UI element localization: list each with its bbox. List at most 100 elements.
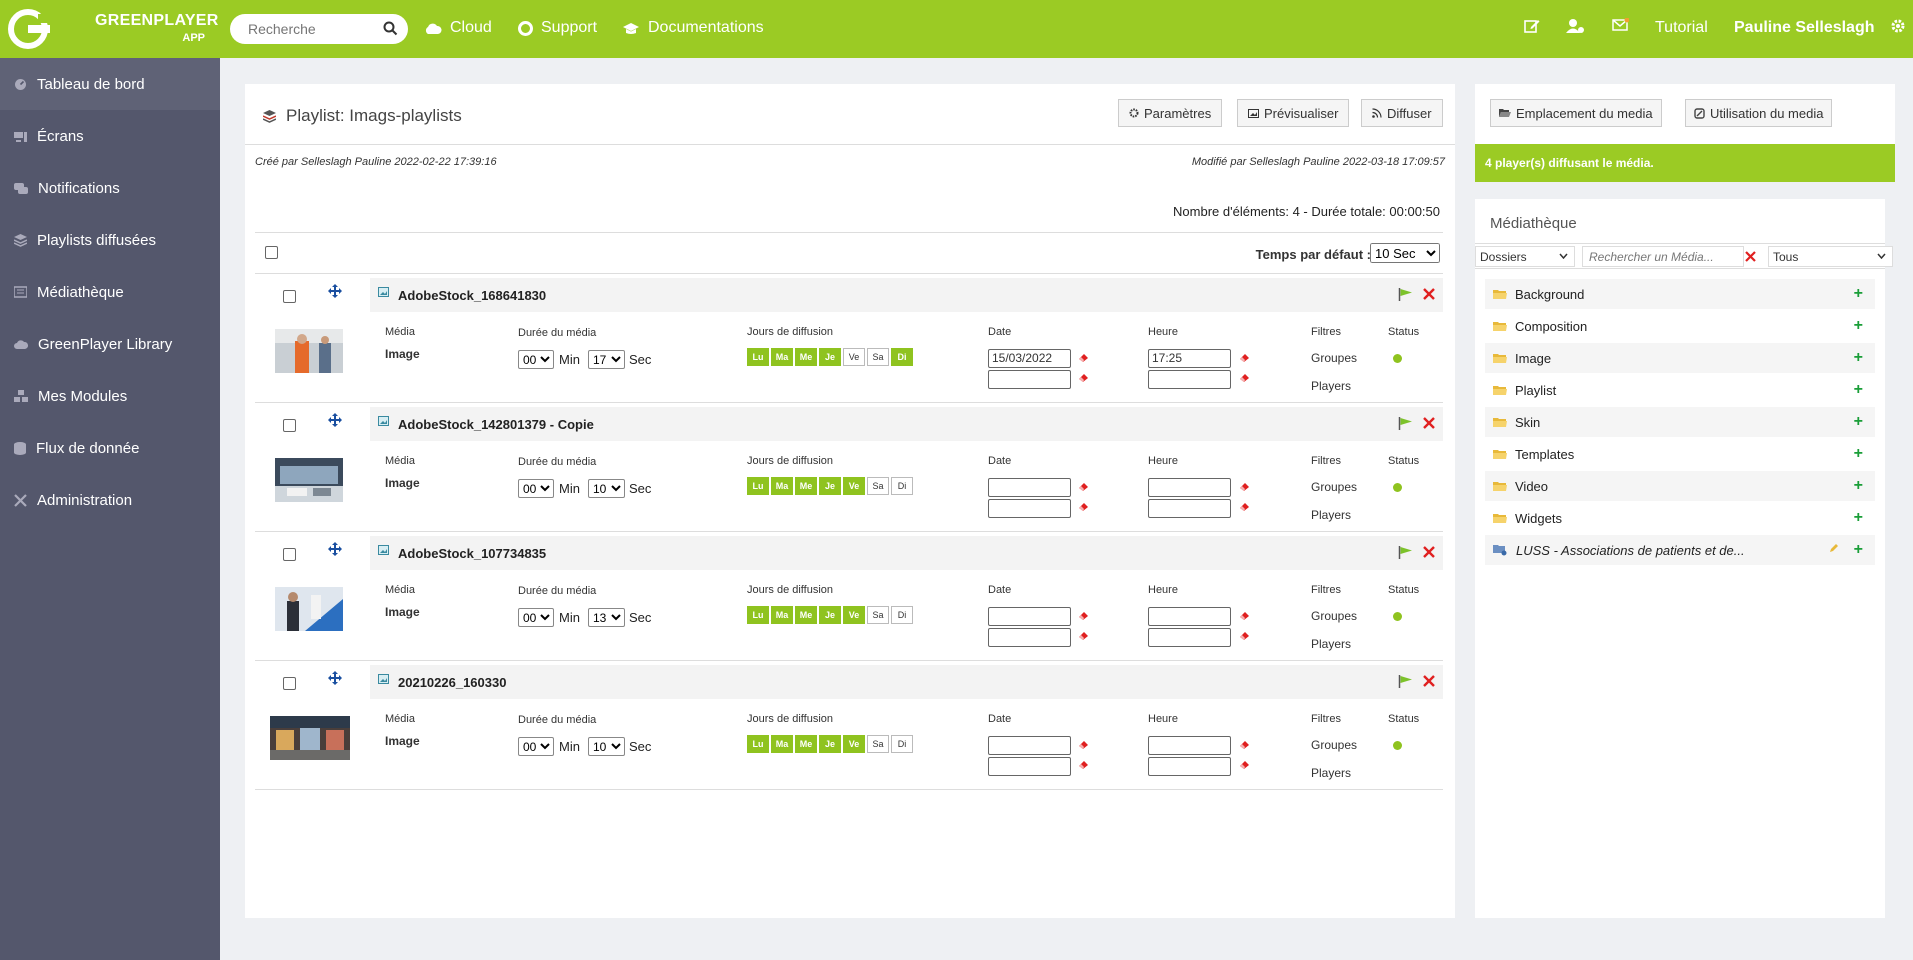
day-toggle-me[interactable]: Me (795, 735, 817, 753)
user-name[interactable]: Pauline Selleslagh (1734, 19, 1875, 36)
end-date-input[interactable] (988, 370, 1071, 389)
edit-icon[interactable] (1524, 18, 1540, 34)
default-time-select[interactable]: 10 Sec (1370, 243, 1440, 263)
item-checkbox[interactable] (283, 677, 296, 690)
seconds-select[interactable]: 10 (588, 737, 625, 756)
day-toggle-ma[interactable]: Ma (771, 735, 793, 753)
groups-filter-link[interactable]: Groupes (1311, 609, 1358, 623)
end-time-input[interactable] (1148, 499, 1231, 518)
add-icon[interactable]: + (1853, 381, 1863, 398)
day-toggle-je[interactable]: Je (819, 606, 841, 624)
day-toggle-di[interactable]: Di (891, 348, 913, 366)
add-icon[interactable]: + (1853, 477, 1863, 494)
add-icon[interactable]: + (1853, 349, 1863, 366)
add-icon[interactable]: + (1853, 445, 1863, 462)
day-toggle-lu[interactable]: Lu (747, 606, 769, 624)
delete-icon[interactable] (1423, 675, 1435, 687)
item-checkbox[interactable] (283, 290, 296, 303)
add-icon[interactable]: + (1853, 285, 1863, 302)
folder-item[interactable]: Skin + (1485, 407, 1875, 437)
minutes-select[interactable]: 00 (518, 737, 554, 756)
move-icon[interactable] (328, 284, 342, 298)
day-toggle-ma[interactable]: Ma (771, 606, 793, 624)
add-icon[interactable]: + (1853, 541, 1863, 558)
preview-button[interactable]: Prévisualiser (1237, 99, 1350, 127)
add-icon[interactable]: + (1853, 317, 1863, 334)
sidebar-item-modules[interactable]: Mes Modules (0, 370, 220, 422)
day-toggle-di[interactable]: Di (891, 606, 913, 624)
eraser-icon[interactable] (1240, 503, 1249, 511)
seconds-select[interactable]: 10 (588, 479, 625, 498)
eraser-icon[interactable] (1240, 761, 1249, 769)
day-toggle-ma[interactable]: Ma (771, 348, 793, 366)
end-date-input[interactable] (988, 757, 1071, 776)
day-toggle-lu[interactable]: Lu (747, 477, 769, 495)
players-filter-link[interactable]: Players (1311, 766, 1352, 780)
eraser-icon[interactable] (1240, 354, 1249, 362)
folder-item[interactable]: Image + (1485, 343, 1875, 373)
day-toggle-sa[interactable]: Sa (867, 348, 889, 366)
day-toggle-lu[interactable]: Lu (747, 735, 769, 753)
user-settings-icon[interactable] (1566, 18, 1585, 34)
type-filter-select[interactable]: Tous (1768, 246, 1893, 267)
start-date-input[interactable]: 15/03/2022 (988, 349, 1071, 368)
sidebar-item-playlists[interactable]: Playlists diffusées (0, 214, 220, 266)
day-toggle-me[interactable]: Me (795, 477, 817, 495)
day-toggle-me[interactable]: Me (795, 606, 817, 624)
folder-item[interactable]: Templates + (1485, 439, 1875, 469)
select-all-checkbox[interactable] (265, 246, 278, 259)
folder-item[interactable]: Widgets + (1485, 503, 1875, 533)
eraser-icon[interactable] (1079, 503, 1088, 511)
day-toggle-me[interactable]: Me (795, 348, 817, 366)
sidebar-item-dashboard[interactable]: Tableau de bord (0, 58, 220, 110)
eraser-icon[interactable] (1079, 374, 1088, 382)
sidebar-item-data-feeds[interactable]: Flux de donnée (0, 422, 220, 474)
move-icon[interactable] (328, 671, 342, 685)
day-toggle-ve[interactable]: Ve (843, 477, 865, 495)
end-time-input[interactable] (1148, 628, 1231, 647)
sidebar-item-media-library[interactable]: Médiathèque (0, 266, 220, 318)
folder-item[interactable]: Video + (1485, 471, 1875, 501)
day-toggle-je[interactable]: Je (819, 477, 841, 495)
day-toggle-di[interactable]: Di (891, 735, 913, 753)
day-toggle-ve[interactable]: Ve (843, 735, 865, 753)
players-filter-link[interactable]: Players (1311, 508, 1352, 522)
greenplayer-logo-icon[interactable] (8, 9, 52, 49)
groups-filter-link[interactable]: Groupes (1311, 351, 1358, 365)
media-thumbnail[interactable] (270, 716, 350, 760)
eraser-icon[interactable] (1079, 741, 1088, 749)
players-filter-link[interactable]: Players (1311, 379, 1352, 393)
start-date-input[interactable] (988, 736, 1071, 755)
media-thumbnail[interactable] (275, 587, 343, 631)
folder-item[interactable]: Background + (1485, 279, 1875, 309)
day-toggle-sa[interactable]: Sa (867, 735, 889, 753)
day-toggle-je[interactable]: Je (819, 348, 841, 366)
flag-icon[interactable] (1398, 546, 1413, 559)
sidebar-item-screens[interactable]: Écrans (0, 110, 220, 162)
settings-button[interactable]: Paramètres (1118, 99, 1223, 127)
gear-icon[interactable] (1890, 18, 1906, 34)
item-checkbox[interactable] (283, 419, 296, 432)
nav-documentations[interactable]: Documentations (622, 19, 764, 37)
groups-filter-link[interactable]: Groupes (1311, 480, 1358, 494)
start-date-input[interactable] (988, 478, 1071, 497)
delete-icon[interactable] (1423, 417, 1435, 429)
media-thumbnail[interactable] (275, 458, 343, 502)
item-checkbox[interactable] (283, 548, 296, 561)
sidebar-item-administration[interactable]: Administration (0, 474, 220, 526)
seconds-select[interactable]: 17 (588, 350, 625, 369)
search-icon[interactable] (383, 21, 398, 36)
minutes-select[interactable]: 00 (518, 350, 554, 369)
groups-filter-link[interactable]: Groupes (1311, 738, 1358, 752)
sidebar-item-notifications[interactable]: Notifications (0, 162, 220, 214)
nav-support[interactable]: Support (518, 19, 597, 37)
start-date-input[interactable] (988, 607, 1071, 626)
start-time-input[interactable]: 17:25 (1148, 349, 1231, 368)
eraser-icon[interactable] (1240, 632, 1249, 640)
flag-icon[interactable] (1398, 675, 1413, 688)
add-icon[interactable]: + (1853, 413, 1863, 430)
end-date-input[interactable] (988, 499, 1071, 518)
eraser-icon[interactable] (1079, 632, 1088, 640)
day-toggle-di[interactable]: Di (891, 477, 913, 495)
day-toggle-ve[interactable]: Ve (843, 606, 865, 624)
